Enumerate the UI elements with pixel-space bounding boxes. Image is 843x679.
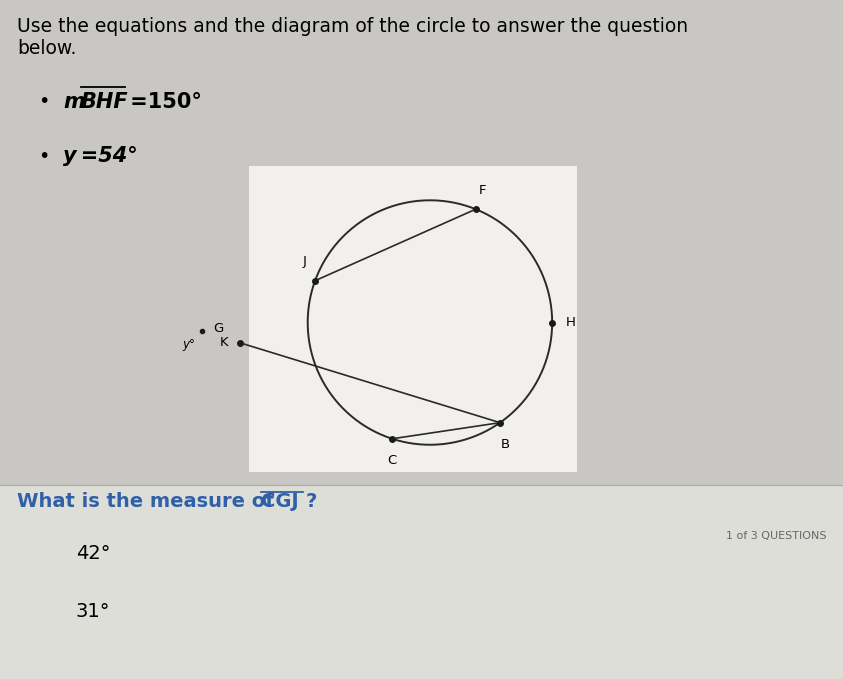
Text: Use the equations and the diagram of the circle to answer the question: Use the equations and the diagram of the… — [17, 17, 688, 36]
Text: What is the measure of: What is the measure of — [17, 492, 281, 511]
Text: 31°: 31° — [76, 602, 110, 621]
Text: K: K — [220, 336, 228, 350]
Text: J: J — [303, 255, 307, 268]
Text: •: • — [38, 147, 49, 166]
Text: H: H — [566, 316, 576, 329]
Text: 1 of 3 QUESTIONS: 1 of 3 QUESTIONS — [726, 531, 826, 541]
Text: below.: below. — [17, 39, 76, 58]
Text: m: m — [63, 92, 85, 112]
Text: ?: ? — [305, 492, 316, 511]
Bar — [0, 485, 843, 679]
Text: C: C — [388, 454, 397, 466]
Bar — [0, 0, 843, 485]
Text: G: G — [212, 322, 223, 335]
Bar — [249, 166, 577, 472]
Text: =150°: =150° — [126, 92, 202, 112]
Text: 42°: 42° — [76, 544, 110, 563]
Text: B: B — [501, 437, 510, 451]
Text: y°: y° — [182, 338, 195, 351]
Text: y =54°: y =54° — [63, 146, 138, 166]
Text: F: F — [479, 184, 486, 197]
Text: CGJ: CGJ — [261, 492, 299, 511]
Text: •: • — [38, 92, 49, 111]
Text: BHF: BHF — [81, 92, 128, 112]
